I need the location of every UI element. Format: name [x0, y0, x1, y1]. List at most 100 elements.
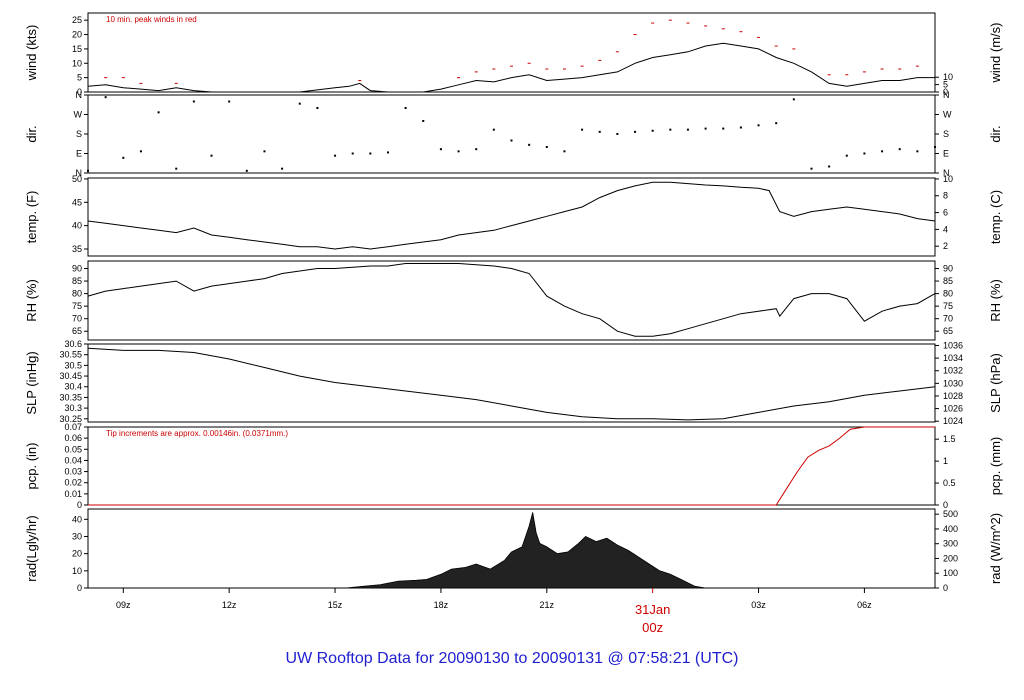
- direction-point: [545, 146, 548, 148]
- sea-level-pressure-frame: [87, 343, 936, 423]
- direction-point: [581, 128, 584, 131]
- direction-point: [87, 169, 89, 172]
- sea-level-pressure-ylabel: SLP (inHg): [24, 351, 39, 414]
- relative-humidity-ytick-label: 80: [72, 289, 82, 299]
- precipitation-ytick-label: 0.05: [64, 444, 82, 454]
- wind-ylabel-right: wind (m/s): [988, 23, 1003, 84]
- direction-ytick-right-label: N: [943, 90, 950, 100]
- x-tick-label: 06z: [857, 600, 872, 610]
- relative-humidity-ylabel-right: RH (%): [988, 279, 1003, 322]
- direction-point: [739, 126, 742, 129]
- direction-point: [157, 111, 160, 114]
- direction-point: [210, 154, 213, 157]
- solar-radiation-ytick-right-label: 500: [943, 509, 958, 519]
- wind-ytick-label: 0: [77, 87, 82, 97]
- relative-humidity-ylabel: RH (%): [24, 279, 39, 322]
- sea-level-pressure-ytick-right-label: 1030: [943, 378, 963, 388]
- sea-level-pressure-ytick-label: 30.25: [59, 414, 82, 424]
- sea-level-pressure-ytick-right-label: 1024: [943, 416, 963, 426]
- direction-ytick-right-label: S: [943, 129, 949, 139]
- direction-point: [792, 98, 795, 101]
- wind-ytick-label: 15: [72, 44, 82, 54]
- x-tick-label: 21z: [540, 600, 555, 610]
- wind-ytick-label: 20: [72, 30, 82, 40]
- x-tick-label: 12z: [222, 600, 237, 610]
- relative-humidity-ytick-right-label: 75: [943, 301, 953, 311]
- x-tick-label: 03z: [751, 600, 766, 610]
- direction-point: [122, 156, 125, 159]
- date-marker-hour: 00z: [642, 620, 663, 635]
- direction-ylabel-right: dir.: [988, 125, 1003, 142]
- wind-ytick-label: 10: [72, 58, 82, 68]
- x-tick-label: 15z: [328, 600, 343, 610]
- direction-point: [845, 154, 848, 157]
- relative-humidity-ytick-right-label: 70: [943, 314, 953, 324]
- solar-radiation-ytick-right-label: 0: [943, 583, 948, 593]
- precipitation-frame: [87, 426, 936, 506]
- direction-point: [139, 150, 142, 153]
- direction-point: [334, 154, 337, 157]
- solar-radiation-ytick-label: 10: [72, 566, 82, 576]
- direction-point: [669, 128, 672, 131]
- relative-humidity-ytick-right-label: 90: [943, 264, 953, 274]
- direction-point: [192, 100, 195, 103]
- direction-point: [598, 130, 601, 133]
- sea-level-pressure-ytick-label: 30.35: [59, 392, 82, 402]
- direction-point: [863, 152, 866, 155]
- solar-radiation-ytick-right-label: 400: [943, 524, 958, 534]
- temperature-ylabel-right: temp. (C): [988, 190, 1003, 244]
- direction-point: [775, 122, 778, 125]
- solar-radiation-ytick-right-label: 100: [943, 568, 958, 578]
- solar-radiation-ylabel: rad(Lgly/hr): [24, 515, 39, 581]
- direction-point: [934, 146, 936, 148]
- direction-point: [228, 100, 231, 103]
- direction-point: [616, 133, 619, 135]
- direction-point: [439, 148, 442, 151]
- precipitation-annotation: Tip increments are approx. 0.00146in. (0…: [106, 429, 288, 438]
- relative-humidity-ytick-label: 70: [72, 314, 82, 324]
- wind-ytick-label: 5: [77, 73, 82, 83]
- solar-radiation-ytick-label: 30: [72, 531, 82, 541]
- direction-ytick-right-label: N: [943, 168, 950, 178]
- direction-frame: [87, 94, 936, 174]
- direction-ytick-label: W: [74, 110, 83, 120]
- direction-point: [510, 139, 513, 142]
- relative-humidity-ytick-label: 85: [72, 276, 82, 286]
- precipitation-ylabel: pcp. (in): [24, 443, 39, 490]
- direction-point: [492, 128, 495, 131]
- direction-ytick-label: S: [76, 129, 82, 139]
- direction-ytick-right-label: E: [943, 149, 949, 159]
- temperature-ytick-right-label: 2: [943, 241, 948, 251]
- sea-level-pressure-ytick-right-label: 1034: [943, 353, 963, 363]
- wind-ytick-right-label: 5: [943, 80, 948, 90]
- temperature-ytick-label: 35: [72, 244, 82, 254]
- direction-point: [757, 124, 760, 127]
- sea-level-pressure-ytick-label: 30.4: [64, 382, 82, 392]
- x-tick-label: 09z: [116, 600, 131, 610]
- precipitation-ytick-label: 0.06: [64, 433, 82, 443]
- date-marker-label: 31Jan: [635, 602, 670, 617]
- direction-point: [810, 167, 813, 170]
- direction-point: [351, 152, 354, 155]
- direction-point: [528, 143, 531, 146]
- direction-point: [634, 130, 637, 133]
- wind-ytick-right-label: 10: [943, 72, 953, 82]
- solar-radiation-area: [345, 512, 706, 589]
- sea-level-pressure-series-line: [87, 347, 936, 421]
- wind-ylabel: wind (kts): [24, 25, 39, 82]
- direction-point: [104, 96, 107, 99]
- temperature-ytick-right-label: 10: [943, 174, 953, 184]
- direction-point: [916, 150, 919, 153]
- temperature-ytick-label: 45: [72, 197, 82, 207]
- direction-ylabel: dir.: [24, 125, 39, 142]
- sea-level-pressure-ytick-right-label: 1032: [943, 366, 963, 376]
- relative-humidity-series-line: [87, 263, 936, 337]
- direction-point: [281, 167, 284, 170]
- chart-title: UW Rooftop Data for 20090130 to 20090131…: [285, 650, 739, 667]
- temperature-ytick-right-label: 4: [943, 224, 948, 234]
- sea-level-pressure-ytick-right-label: 1026: [943, 404, 963, 414]
- precipitation-ytick-right-label: 0.5: [943, 478, 956, 488]
- direction-point: [316, 107, 319, 109]
- precipitation-ytick-right-label: 0: [943, 500, 948, 510]
- solar-radiation-ylabel-right: rad (W/m^2): [988, 513, 1003, 584]
